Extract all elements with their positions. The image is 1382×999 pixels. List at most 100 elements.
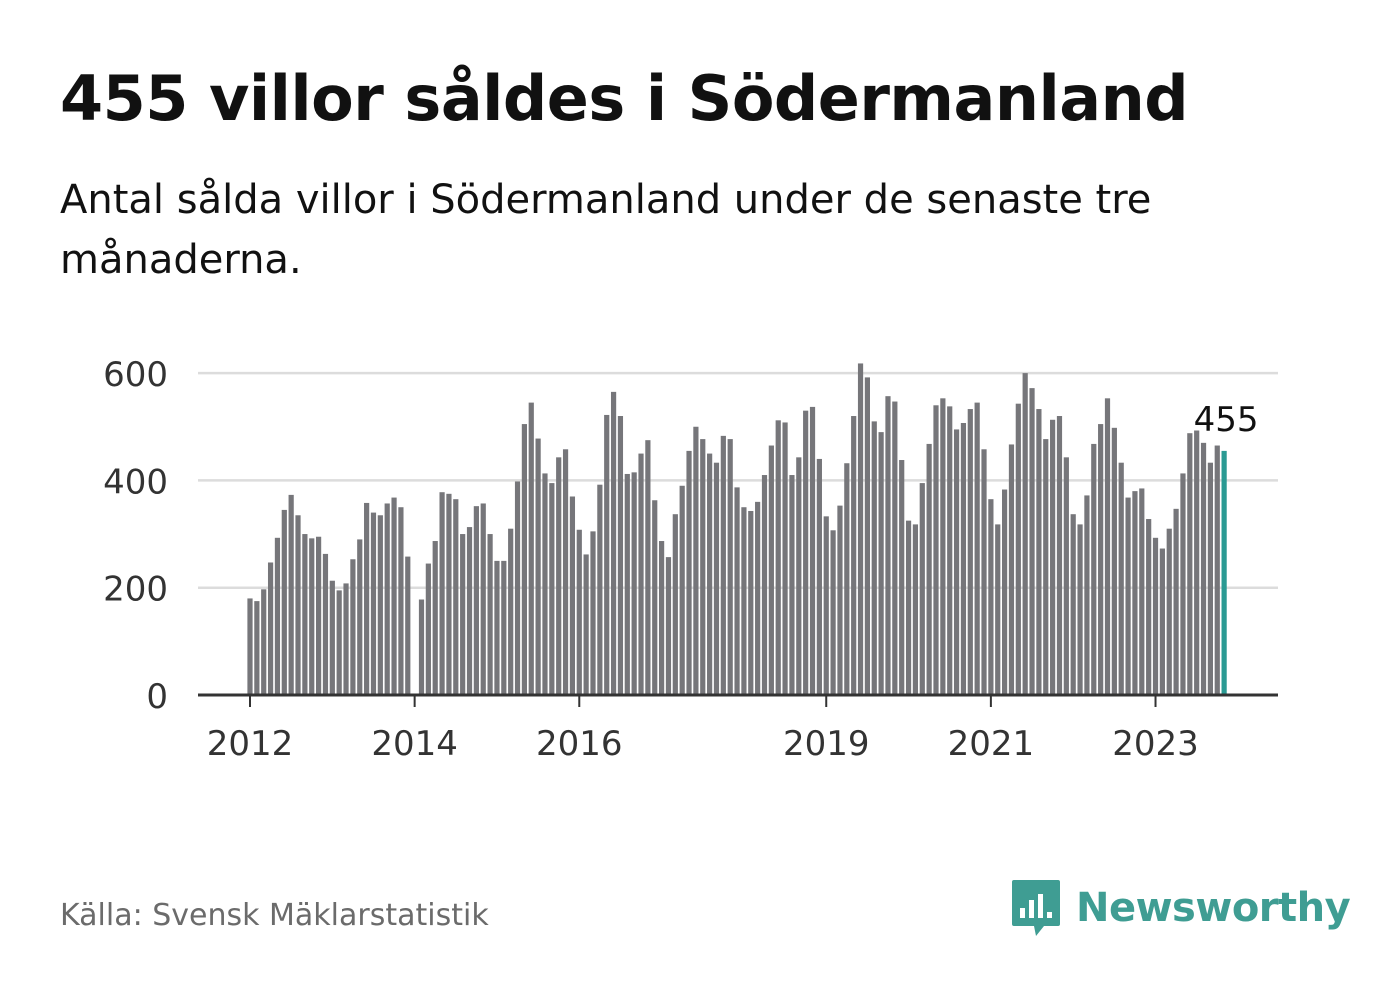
bar [844,463,850,695]
bar-chart: 0 200 400 600 2012 2014 2016 2019 2021 2023 455 [103,355,1278,764]
bar [796,457,802,695]
bar [809,406,816,695]
brand-name: Newsworthy [1076,885,1351,931]
bar [940,398,946,695]
bar [775,420,781,695]
bar [281,509,287,695]
bar [556,457,562,695]
bar [837,505,843,695]
bar [398,507,404,695]
bar [803,410,809,695]
brand-logo: Newsworthy [1010,878,1351,938]
bar [418,599,425,695]
bar [960,422,967,695]
bar [357,539,363,695]
bar [1187,433,1193,695]
bar [624,473,630,695]
bar [446,493,452,695]
bar [569,496,576,695]
bar [1214,445,1220,695]
bar [1166,528,1172,695]
bar [899,460,905,695]
bar [1050,419,1056,695]
bar [645,440,651,695]
bar [549,483,555,695]
bar [1008,444,1015,695]
bar [576,529,582,695]
bar [789,475,795,695]
bar [267,562,274,695]
bar [610,391,617,695]
last-value-label: 455 [1194,400,1259,440]
y-tick-label: 400 [103,462,168,502]
bar [1180,473,1186,695]
chart-title: 455 villor såldes i Södermanland [60,62,1189,135]
bar [391,497,397,695]
x-tick-label: 2014 [371,724,458,764]
bar [652,500,658,695]
bar [1152,537,1159,695]
bar [1084,495,1090,695]
bar [1077,524,1083,695]
bar [439,492,445,695]
source-note: Källa: Svensk Mäklarstatistik [60,898,489,933]
bar [981,449,987,695]
bar [995,524,1001,695]
bar [665,557,672,695]
bar [768,445,774,695]
bar [974,402,980,695]
bar [1070,514,1076,695]
bar [322,553,329,695]
bar [782,422,788,695]
bar [364,502,370,695]
bar [302,534,308,695]
bar [1111,427,1117,695]
bar [919,483,925,695]
bar [453,499,459,695]
x-tick-label: 2019 [783,724,870,764]
bar [316,536,322,695]
bar-chart-speech-bubble-icon [1012,880,1060,936]
bar [288,494,294,695]
bar [1125,497,1131,695]
bar [1002,489,1008,695]
y-tick-label: 200 [103,570,168,610]
chart-subtitle: Antal sålda villor i Södermanland under … [60,177,1152,283]
bar [1043,439,1049,695]
bar [713,462,720,695]
bar [700,439,706,695]
bar [679,485,685,695]
bar [741,507,747,695]
bar [466,527,473,695]
bar [851,416,857,695]
y-axis-tick-labels: 0 200 400 600 [103,355,168,717]
bar [947,406,953,695]
bar [1098,424,1104,695]
bar [487,534,493,695]
bar [761,475,768,695]
bar [460,534,466,695]
bar [1132,491,1138,695]
bar [1091,443,1097,695]
bar [871,421,877,695]
bar [933,405,939,695]
bar [432,541,438,695]
bar [885,396,891,695]
bar [480,503,486,695]
bar [494,560,500,695]
bar [912,524,919,695]
bar [604,414,610,695]
bar [988,499,994,695]
bar [295,515,301,695]
x-tick-label: 2012 [207,724,294,764]
bar [370,512,377,695]
bar [336,590,342,695]
bar [1063,457,1069,695]
x-tick-label: 2016 [536,724,623,764]
bar [542,473,548,695]
bar [384,503,390,695]
bar [1036,409,1042,695]
bar [727,439,733,695]
bar [583,554,589,695]
bar [521,424,527,695]
